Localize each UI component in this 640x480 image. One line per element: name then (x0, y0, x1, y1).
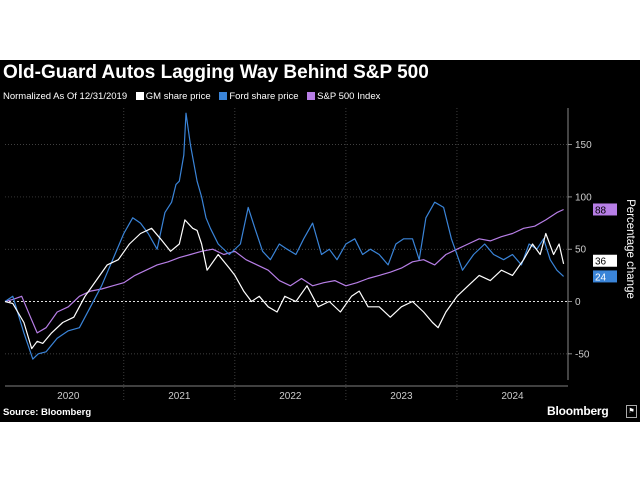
y-tick-label: 150 (575, 140, 592, 151)
x-tick-label: 2023 (390, 391, 413, 402)
x-tick-label: 2021 (168, 391, 191, 402)
y-axis-label: Percentage change (624, 199, 636, 299)
x-tick-label: 2020 (57, 391, 80, 402)
end-tag-label: 24 (595, 272, 607, 283)
legend-normalized-note: Normalized As Of 12/31/2019 (3, 91, 128, 102)
end-tag-bg-gm-share-price (593, 254, 617, 267)
source-note: Source: Bloomberg (3, 407, 92, 418)
legend-item-sp500: S&P 500 Index (307, 91, 380, 102)
legend-item-ford: Ford share price (219, 91, 299, 102)
legend-swatch-sp500 (307, 92, 316, 100)
chart-background (0, 60, 640, 422)
legend-item-gm: GM share price (135, 91, 211, 102)
series-line-gm-share-price (4, 219, 565, 350)
chart-title: Old-Guard Autos Lagging Way Behind S&P 5… (3, 62, 429, 83)
y-tick-label: 50 (575, 245, 587, 256)
series-line-s-p-500-index (4, 208, 564, 334)
bloomberg-logo: Bloomberg (547, 404, 609, 418)
legend-swatch-ford (219, 92, 228, 100)
y-tick-label: 0 (575, 297, 581, 308)
y-tick-label: -50 (575, 349, 590, 360)
end-tag-label: 88 (595, 205, 607, 216)
legend-label-ford: Ford share price (229, 91, 299, 102)
bloomberg-badge-icon: ⚑ (626, 405, 637, 418)
end-tag-bg-ford-share-price (593, 270, 617, 283)
x-tick-label: 2024 (501, 391, 524, 402)
series-line-ford-share-price (4, 112, 565, 360)
y-tick-label: 100 (575, 192, 592, 203)
legend-label-sp500: S&P 500 Index (317, 91, 381, 102)
end-tag-bg-s-p-500-index (593, 203, 617, 216)
legend-swatch-gm (135, 92, 144, 100)
end-tag-label: 36 (595, 257, 607, 268)
legend: Normalized As Of 12/31/2019 GM share pri… (3, 91, 386, 102)
legend-label-gm: GM share price (145, 91, 211, 102)
x-tick-label: 2022 (279, 391, 302, 402)
